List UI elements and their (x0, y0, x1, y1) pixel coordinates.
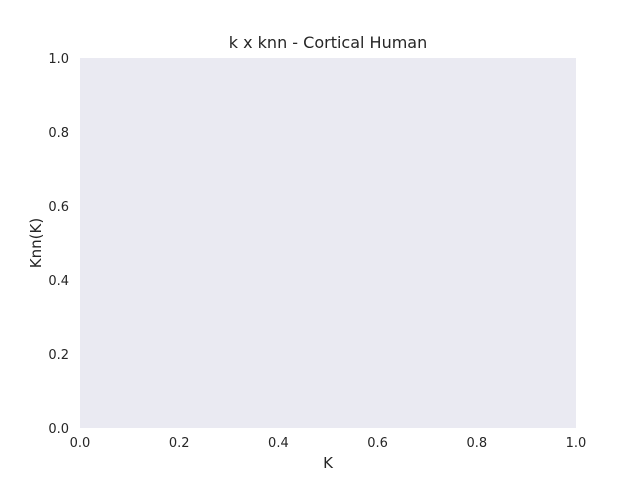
x-tick-label: 0.4 (268, 436, 289, 451)
y-tick-label: 0.8 (48, 126, 69, 141)
x-tick-label: 1.0 (566, 436, 587, 451)
chart-title: k x knn - Cortical Human (229, 33, 428, 52)
plot-area (80, 58, 576, 428)
x-tick-labels: 0.0 0.2 0.4 0.6 0.8 1.0 (70, 436, 587, 451)
x-axis-label: K (323, 454, 334, 472)
y-tick-label: 0.0 (48, 422, 69, 437)
y-tick-label: 0.2 (48, 348, 69, 363)
x-tick-label: 0.6 (367, 436, 388, 451)
y-axis-label: Knn(K) (27, 218, 45, 268)
y-tick-label: 1.0 (48, 52, 69, 67)
x-tick-label: 0.2 (169, 436, 190, 451)
y-tick-label: 0.4 (48, 274, 69, 289)
y-tick-labels: 0.0 0.2 0.4 0.6 0.8 1.0 (48, 52, 69, 437)
x-tick-label: 0.8 (466, 436, 487, 451)
x-tick-label: 0.0 (70, 436, 91, 451)
y-tick-label: 0.6 (48, 200, 69, 215)
